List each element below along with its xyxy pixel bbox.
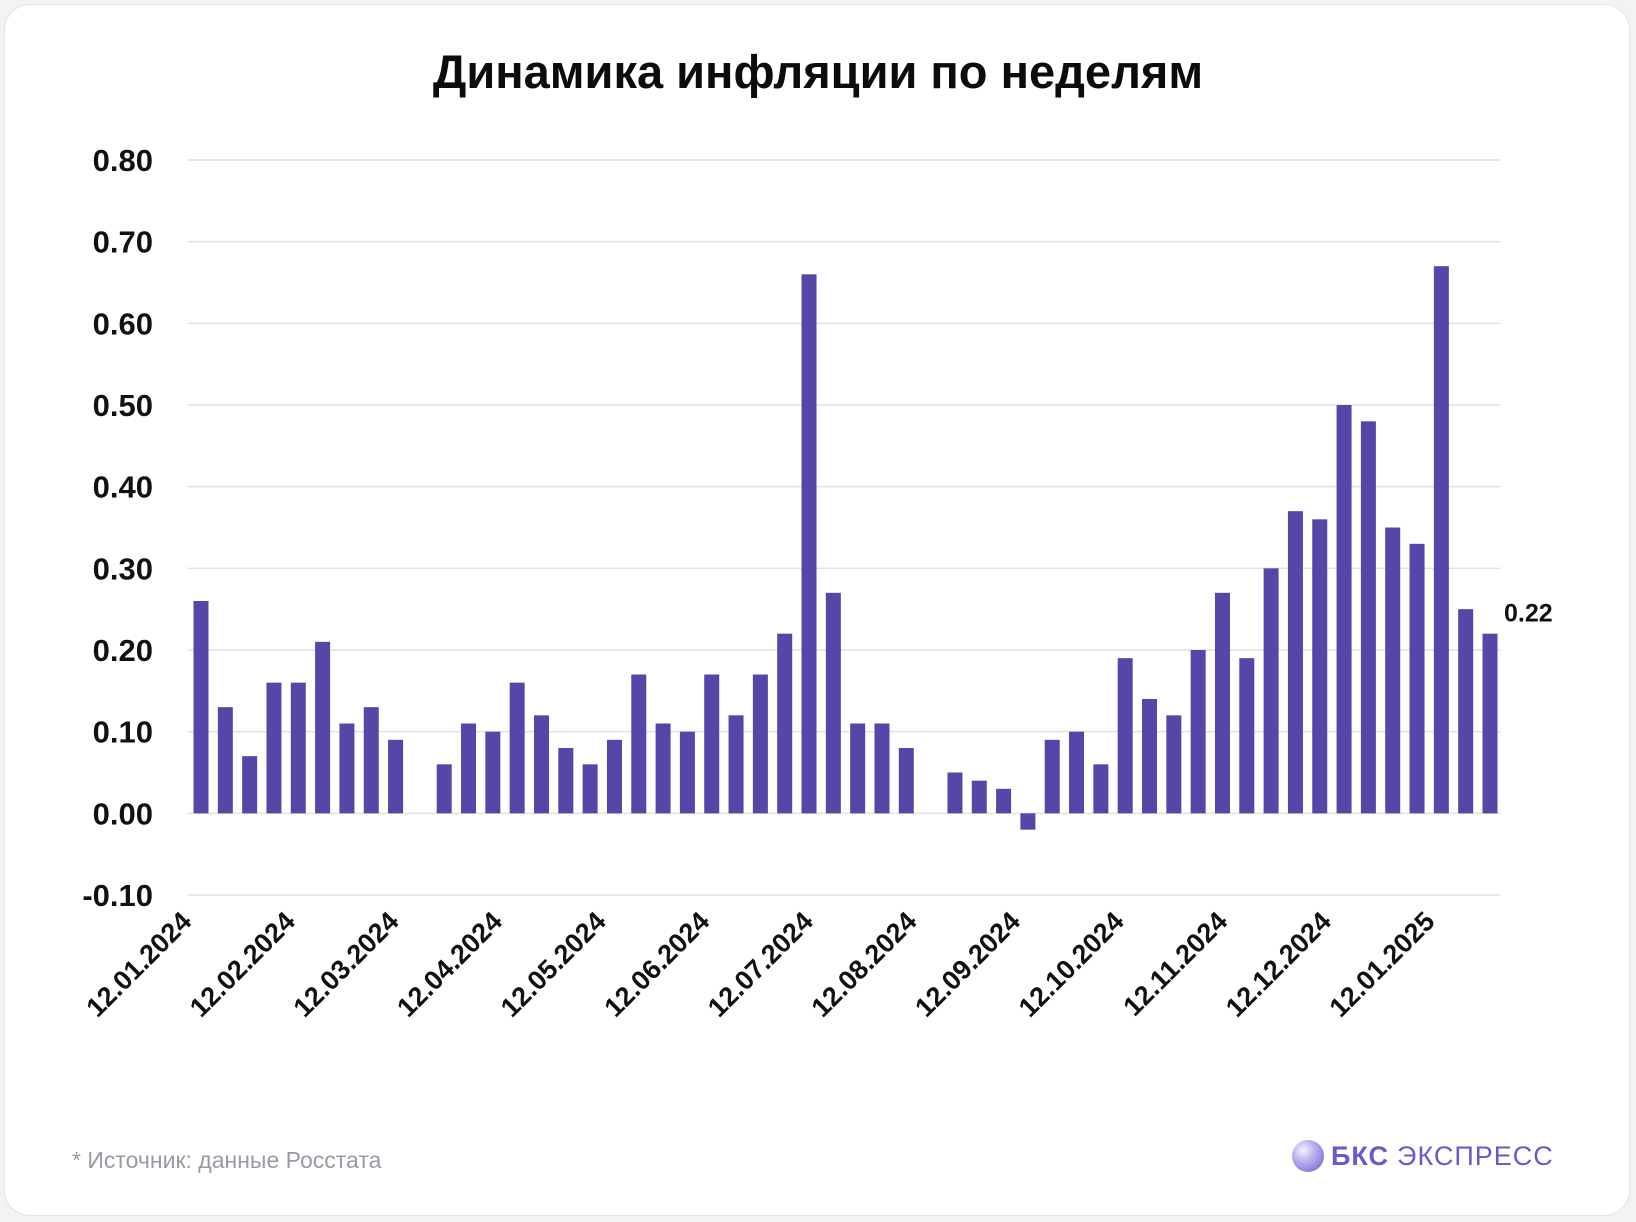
bar — [339, 723, 355, 814]
x-tick-label: 12.12.2024 — [1220, 906, 1337, 1023]
x-tick-label: 12.01.2024 — [80, 906, 197, 1023]
y-tick-label: 0.80 — [93, 143, 153, 178]
bar — [1433, 266, 1449, 814]
bar — [1360, 421, 1376, 814]
bar — [752, 674, 768, 814]
bar — [1069, 731, 1085, 814]
brand-name: БКС ЭКСПРЕСС — [1331, 1141, 1554, 1172]
x-tick-label: 12.11.2024 — [1118, 906, 1234, 1022]
x-tick-label: 12.05.2024 — [495, 906, 612, 1023]
bar — [631, 674, 647, 814]
bar — [1166, 715, 1182, 814]
bar — [679, 731, 695, 814]
y-tick-label: 0.70 — [93, 225, 153, 260]
bar — [655, 723, 671, 814]
bar — [1482, 633, 1498, 814]
bar — [363, 707, 379, 814]
bar — [1044, 739, 1060, 814]
brand-logo: БКС ЭКСПРЕСС — [1292, 1140, 1554, 1172]
bar — [874, 723, 890, 814]
x-tick-label: 12.08.2024 — [806, 906, 923, 1023]
bar — [606, 739, 622, 814]
bar — [898, 748, 914, 814]
bar — [1336, 405, 1352, 814]
bar — [850, 723, 866, 814]
bar — [947, 772, 963, 814]
brand-name-rest: ЭКСПРЕСС — [1397, 1140, 1554, 1171]
bar — [461, 723, 477, 814]
bar — [801, 274, 817, 814]
bar — [1093, 764, 1109, 814]
bar — [1458, 609, 1474, 814]
bar — [242, 756, 258, 814]
bar — [1214, 592, 1230, 814]
bar — [1287, 511, 1303, 814]
y-tick-label: 0.40 — [93, 470, 153, 505]
grid-lines — [188, 159, 1500, 896]
bar — [1263, 568, 1279, 814]
y-tick-label: 0.10 — [93, 715, 153, 750]
y-tick-label: 0.60 — [93, 306, 153, 341]
bar — [704, 674, 720, 814]
bar — [558, 748, 574, 814]
chart-title: Динамика инфляции по неделям — [432, 45, 1204, 98]
bar — [485, 731, 501, 814]
chart-card — [4, 4, 1630, 1216]
bar — [1239, 658, 1255, 814]
x-axis-ticks: 12.01.202412.02.202412.03.202412.04.2024… — [80, 906, 1440, 1023]
bar — [315, 641, 331, 814]
bar — [436, 764, 452, 814]
x-tick-label: 12.10.2024 — [1013, 906, 1130, 1023]
y-tick-label: 0.30 — [93, 551, 153, 586]
last-value-label: 0.22 — [1504, 600, 1553, 628]
bars — [193, 266, 1498, 830]
source-footnote: * Источник: данные Росстата — [72, 1147, 382, 1173]
bar — [777, 633, 793, 814]
bar — [1117, 658, 1133, 814]
x-tick-label: 12.07.2024 — [702, 906, 819, 1023]
bar — [533, 715, 549, 814]
bar — [1020, 813, 1036, 830]
x-tick-label: 12.03.2024 — [288, 906, 405, 1023]
bar — [217, 707, 233, 814]
bar — [728, 715, 744, 814]
bar — [996, 788, 1012, 814]
y-tick-label: 0.00 — [93, 796, 153, 831]
bar — [193, 601, 209, 814]
x-tick-label: 12.02.2024 — [184, 906, 301, 1023]
bar — [509, 682, 525, 814]
y-axis-ticks: 0.80 0.70 0.60 0.50 0.40 0.30 0.20 0.10 0.00 -0.1… — [82, 143, 153, 913]
bar — [290, 682, 306, 814]
bar — [1142, 699, 1158, 814]
y-tick-label: -0.10 — [82, 878, 153, 913]
bar — [388, 739, 404, 814]
bar — [582, 764, 598, 814]
bar — [971, 780, 987, 814]
x-tick-label: 12.09.2024 — [909, 906, 1026, 1023]
bar — [1312, 519, 1328, 814]
bar — [266, 682, 282, 814]
y-tick-label: 0.20 — [93, 633, 153, 668]
brand-name-bold: БКС — [1331, 1140, 1390, 1171]
bar — [1190, 650, 1206, 814]
bar — [1385, 527, 1401, 814]
y-tick-label: 0.50 — [93, 388, 153, 423]
bar — [1409, 543, 1425, 814]
annotations: 0.22 — [1504, 600, 1553, 628]
brand-sphere-icon — [1292, 1140, 1324, 1172]
bar — [825, 592, 841, 814]
x-tick-label: 12.04.2024 — [391, 906, 508, 1023]
x-tick-label: 12.01.2025 — [1324, 906, 1441, 1023]
x-tick-label: 12.06.2024 — [598, 906, 715, 1023]
